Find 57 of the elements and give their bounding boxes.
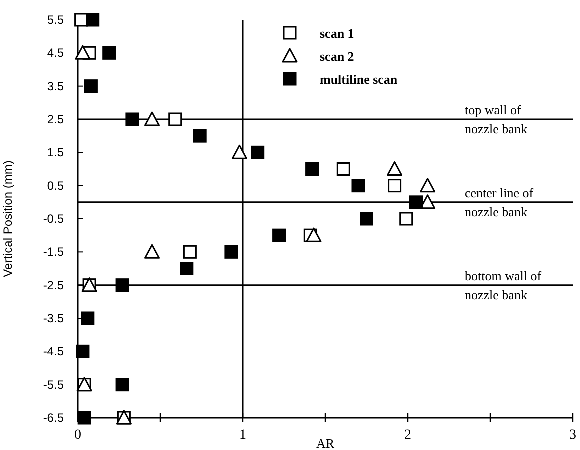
point <box>76 344 90 358</box>
point <box>183 245 197 259</box>
x-tick-label: 1 <box>240 428 246 443</box>
point <box>251 146 265 160</box>
legend-label: scan 2 <box>320 49 354 64</box>
y-tick-label: 2.5 <box>47 112 64 126</box>
y-tick-label: 0.5 <box>47 178 64 193</box>
y-axis-title: Vertical Position (mm) <box>1 160 15 278</box>
y-tick-label: -3.5 <box>43 312 64 326</box>
ref-line-label: top wall of nozzle bank <box>465 102 528 136</box>
point <box>360 212 374 226</box>
point <box>126 112 140 126</box>
point <box>336 162 350 176</box>
point <box>400 212 414 226</box>
legend-label: multiline scan <box>320 72 398 87</box>
point <box>306 228 322 242</box>
y-tick-label: -1.5 <box>43 245 64 260</box>
ref-line-label: bottom wall of nozzle bank <box>465 268 542 302</box>
point <box>420 178 436 193</box>
y-tick-label: 1.5 <box>47 146 64 160</box>
point <box>84 80 98 94</box>
legend-label: scan 1 <box>320 26 354 41</box>
y-tick-label: -2.5 <box>43 278 64 292</box>
point <box>78 411 92 425</box>
point <box>81 312 95 326</box>
point <box>74 13 88 27</box>
point <box>144 244 160 259</box>
ref-line-label: center line of nozzle bank <box>465 185 534 220</box>
point <box>420 194 436 210</box>
point <box>144 112 160 126</box>
point <box>387 162 403 176</box>
point <box>352 179 366 193</box>
point <box>86 13 100 27</box>
x-axis-title: AR <box>316 436 335 450</box>
x-tick-label: 2 <box>404 428 412 443</box>
point <box>102 46 116 60</box>
point <box>410 196 423 210</box>
point <box>168 112 182 126</box>
point <box>116 378 130 392</box>
y-tick-label: -4.5 <box>43 344 64 359</box>
point <box>75 45 91 60</box>
point <box>224 245 238 259</box>
y-tick-label: 3.5 <box>47 79 64 94</box>
point <box>272 228 286 242</box>
x-tick-label: 0 <box>74 428 82 443</box>
point <box>180 262 194 276</box>
y-tick-label: -5.5 <box>43 378 64 392</box>
y-tick-label: 5.5 <box>47 13 64 27</box>
point <box>116 278 130 292</box>
point <box>232 144 248 160</box>
y-tick-label: -0.5 <box>43 212 64 226</box>
point <box>193 129 207 143</box>
point <box>388 179 402 193</box>
x-tick-label: 3 <box>570 428 576 443</box>
y-tick-label: -6.5 <box>43 411 64 425</box>
point <box>306 162 320 176</box>
y-tick-label: 4.5 <box>47 46 64 60</box>
